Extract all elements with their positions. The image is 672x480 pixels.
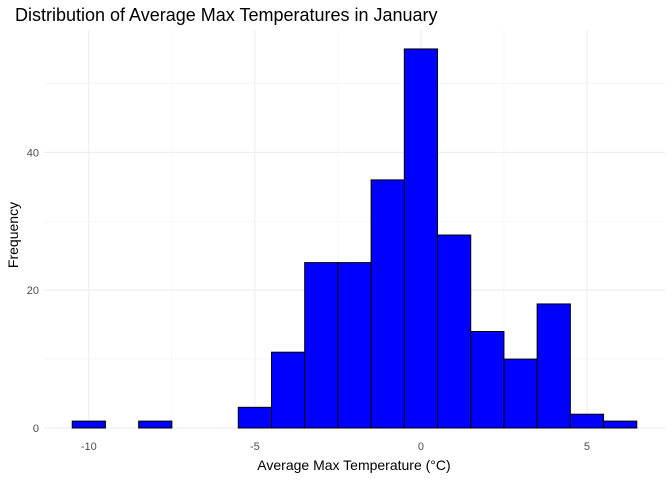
histogram-bar	[536, 303, 571, 429]
y-tick-label: 20	[27, 285, 39, 297]
y-axis-ticks: 0 20 40	[27, 147, 39, 435]
x-axis-title: Average Max Temperature (°C)	[257, 457, 450, 473]
x-tick-label: -5	[250, 441, 260, 453]
histogram-bar	[270, 351, 306, 429]
histogram-bar	[603, 420, 638, 429]
bars	[71, 48, 638, 429]
histogram-bar	[569, 413, 605, 429]
histogram-bar	[71, 420, 106, 429]
x-axis-ticks: -10 -5 0 5	[81, 441, 590, 453]
histogram-bar	[304, 262, 339, 429]
y-tick-label: 40	[27, 147, 39, 159]
chart-title: Distribution of Average Max Temperatures…	[15, 5, 438, 25]
histogram-bar	[503, 358, 538, 429]
histogram-bar	[437, 234, 472, 429]
histogram-bar	[337, 262, 372, 429]
histogram-bar	[370, 179, 405, 429]
x-tick-label: 5	[584, 441, 590, 453]
y-tick-label: 0	[33, 423, 39, 435]
x-tick-label: -10	[81, 441, 97, 453]
histogram-bar	[470, 331, 505, 429]
y-axis-title: Frequency	[5, 202, 21, 268]
histogram-bar	[138, 420, 173, 429]
histogram-bar	[403, 48, 439, 429]
histogram-bar	[237, 406, 272, 429]
x-tick-label: 0	[418, 441, 424, 453]
